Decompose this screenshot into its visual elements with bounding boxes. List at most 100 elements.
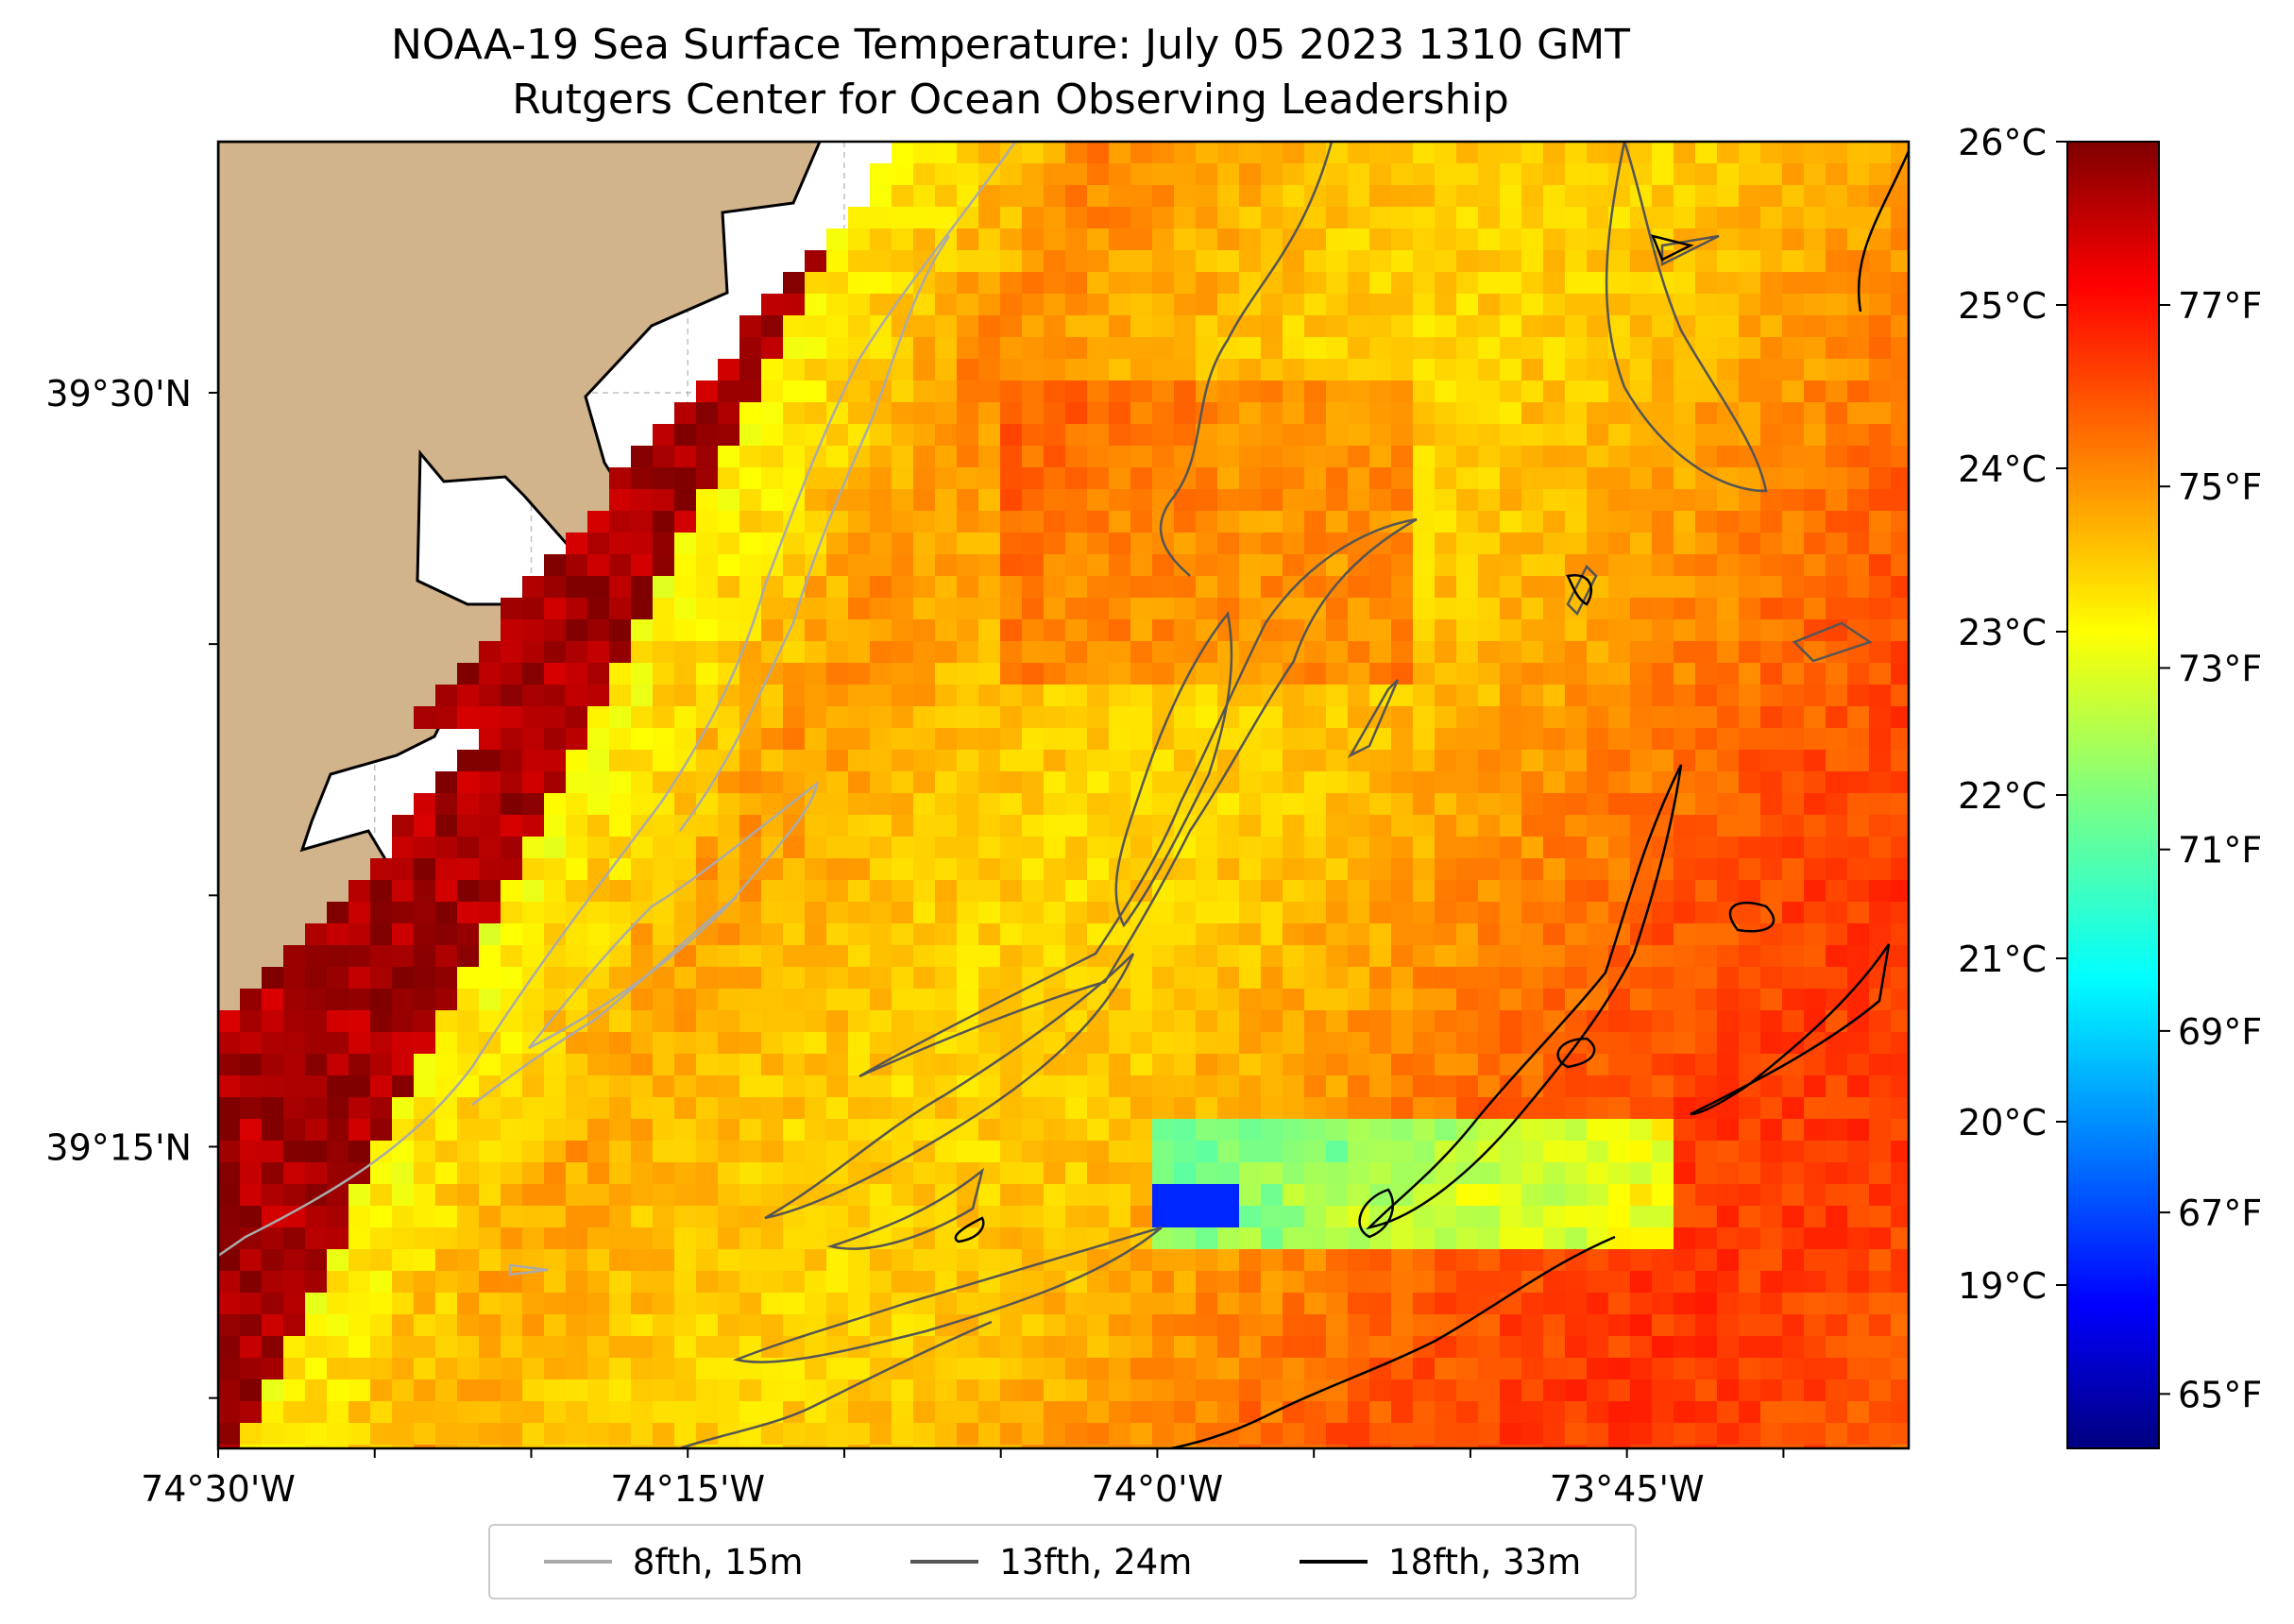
sst-cell	[1760, 294, 1783, 316]
sst-cell	[1478, 598, 1501, 620]
sst-cell	[1044, 1097, 1066, 1120]
sst-cell	[1804, 163, 1827, 186]
sst-cell	[1608, 1119, 1631, 1142]
sst-cell	[435, 1010, 458, 1033]
sst-cell	[1348, 1423, 1370, 1446]
sst-cell	[1435, 989, 1457, 1011]
sst-cell	[1717, 1206, 1740, 1228]
sst-cell	[1826, 1249, 1848, 1272]
sst-cell	[1456, 467, 1479, 490]
sst-cell	[935, 663, 958, 685]
sst-cell	[1217, 424, 1240, 447]
sst-cell	[1782, 815, 1805, 837]
sst-cell	[1261, 1358, 1283, 1380]
sst-cell	[1543, 1423, 1566, 1446]
sst-cell	[1674, 793, 1696, 816]
sst-cell	[1087, 1184, 1110, 1207]
sst-cell	[1087, 359, 1110, 381]
sst-cell	[457, 706, 480, 729]
sst-cell	[696, 598, 719, 620]
sst-cell	[1521, 989, 1544, 1011]
sst-cell	[392, 967, 415, 990]
sst-cell	[392, 1445, 415, 1448]
sst-cell	[1826, 142, 1848, 164]
sst-cell	[1565, 1401, 1588, 1424]
sst-cell	[1152, 207, 1175, 229]
sst-cell	[1630, 1358, 1653, 1380]
sst-cell	[1217, 1401, 1240, 1424]
sst-cell	[1739, 750, 1761, 772]
sst-cell	[1717, 1336, 1740, 1359]
sst-cell	[913, 1445, 936, 1448]
sst-cell	[1782, 1358, 1805, 1380]
sst-cell	[544, 815, 567, 837]
sst-cell	[1587, 337, 1609, 360]
sst-cell	[1652, 467, 1674, 490]
sst-cell	[1739, 402, 1761, 425]
sst-cell	[1065, 163, 1088, 186]
sst-cell	[1869, 1401, 1892, 1424]
sst-cell	[1826, 1336, 1848, 1359]
sst-cell	[1435, 381, 1457, 403]
sst-cell	[631, 706, 654, 729]
fahrenheit-tick-label: 69°F	[2178, 1011, 2262, 1053]
sst-cell	[1130, 1445, 1153, 1448]
sst-cell	[1044, 641, 1066, 664]
sst-cell	[1500, 663, 1522, 685]
sst-cell	[1304, 207, 1327, 229]
sst-cell	[609, 576, 632, 599]
sst-cell	[1304, 989, 1327, 1011]
sst-cell	[457, 1314, 480, 1337]
sst-cell	[631, 1249, 654, 1272]
sst-cell	[1804, 858, 1827, 881]
sst-cell	[1565, 1075, 1588, 1098]
contour-8fth	[678, 235, 951, 832]
sst-cell	[1217, 793, 1240, 816]
lat-tick-label: 39°30'N	[45, 373, 192, 414]
sst-cell	[1152, 685, 1175, 707]
sst-cell	[892, 750, 914, 772]
lon-tick-label: 73°45'W	[1550, 1468, 1705, 1510]
sst-cell	[935, 533, 958, 555]
sst-cell	[631, 576, 654, 599]
sst-cell	[262, 1227, 284, 1250]
sst-cell	[1695, 598, 1718, 620]
sst-cell	[262, 1010, 284, 1033]
sst-cell	[1413, 1097, 1436, 1120]
sst-cell	[544, 1075, 567, 1098]
sst-cell	[1760, 359, 1783, 381]
sst-cell	[674, 1423, 697, 1446]
sst-cell	[1500, 619, 1522, 642]
sst-cell	[1478, 1271, 1501, 1294]
sst-cell	[240, 989, 263, 1011]
sst-cell	[1456, 207, 1479, 229]
sst-cell	[1109, 467, 1131, 490]
sst-cell	[1804, 1075, 1827, 1098]
sst-cell	[1261, 902, 1283, 924]
sst-cell	[609, 1206, 632, 1228]
sst-cell	[935, 511, 958, 533]
sst-cell	[544, 837, 567, 859]
sst-cell	[1652, 424, 1674, 447]
sst-cell	[1087, 315, 1110, 338]
sst-cell	[392, 1271, 415, 1294]
sst-cell	[1891, 1314, 1909, 1337]
sst-cell	[805, 315, 827, 338]
sst-cell	[1239, 750, 1262, 772]
sst-cell	[805, 1271, 827, 1294]
sst-cell	[1304, 815, 1327, 837]
sst-cell	[1500, 467, 1522, 490]
sst-cell	[1152, 250, 1175, 273]
sst-cell	[957, 837, 979, 859]
sst-cell	[761, 511, 784, 533]
sst-cell	[718, 1184, 740, 1207]
sst-cell	[305, 1162, 328, 1185]
sst-cell	[414, 1032, 436, 1055]
sst-cell	[1130, 467, 1153, 490]
sst-cell	[1543, 511, 1566, 533]
sst-cell	[1782, 641, 1805, 664]
sst-cell	[1717, 706, 1740, 729]
sst-cell	[522, 902, 545, 924]
sst-cell	[1804, 1379, 1827, 1402]
sst-cell	[392, 880, 415, 903]
